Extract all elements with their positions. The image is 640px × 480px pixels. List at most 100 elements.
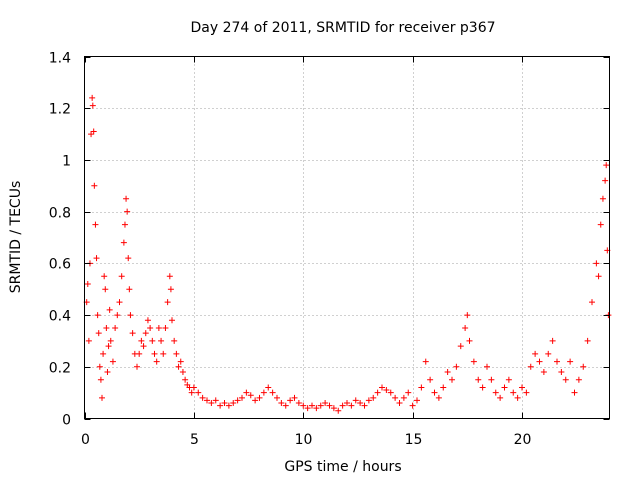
- data-point: [217, 402, 224, 409]
- data-point: [118, 273, 125, 280]
- data-point: [396, 399, 403, 406]
- data-point: [488, 376, 495, 383]
- y-tick-label: 0: [62, 413, 71, 429]
- data-point: [208, 399, 215, 406]
- data-point: [212, 397, 219, 404]
- data-point: [265, 384, 272, 391]
- data-point: [114, 312, 121, 319]
- data-point: [575, 376, 582, 383]
- data-point: [435, 394, 442, 401]
- data-point: [97, 376, 104, 383]
- data-point: [361, 402, 368, 409]
- data-point: [167, 286, 174, 293]
- data-point: [313, 405, 320, 412]
- data-point: [344, 399, 350, 406]
- data-point: [536, 358, 543, 365]
- data-point: [444, 368, 451, 375]
- data-point: [94, 312, 101, 319]
- data-point: [287, 397, 294, 404]
- data-point: [107, 337, 114, 344]
- data-point: [252, 397, 259, 404]
- data-point: [514, 394, 521, 401]
- data-point: [558, 368, 565, 375]
- data-point: [269, 389, 276, 396]
- data-point: [151, 350, 158, 357]
- data-point: [99, 394, 105, 401]
- data-point: [449, 376, 455, 383]
- data-point: [440, 384, 447, 391]
- data-point: [462, 325, 469, 331]
- data-point: [595, 273, 602, 280]
- data-point: [304, 405, 311, 412]
- data-point: [182, 376, 189, 383]
- data-point: [109, 358, 116, 365]
- data-point: [602, 177, 609, 184]
- data-point: [322, 399, 329, 406]
- data-point: [466, 337, 473, 344]
- data-point: [532, 350, 539, 357]
- data-point: [453, 363, 460, 370]
- data-point: [116, 299, 123, 306]
- data-point: [225, 402, 232, 409]
- x-tick-label: 15: [405, 432, 423, 448]
- data-point: [309, 402, 315, 409]
- data-point: [85, 337, 92, 344]
- data-point: [597, 221, 604, 228]
- data-point: [523, 389, 530, 396]
- chart-title: Day 274 of 2011, SRMTID for receiver p36…: [190, 20, 495, 36]
- data-point: [571, 389, 578, 396]
- data-point: [365, 397, 372, 404]
- data-point: [243, 389, 250, 396]
- data-point: [247, 392, 254, 399]
- data-point: [603, 162, 610, 169]
- data-point: [256, 394, 263, 401]
- data-point: [418, 384, 425, 391]
- plot-frame: [84, 56, 610, 419]
- data-point: [104, 368, 111, 375]
- data-point: [230, 399, 237, 406]
- data-point: [195, 389, 202, 396]
- data-point: [125, 255, 132, 262]
- data-point: [123, 195, 130, 202]
- data-point: [138, 337, 145, 344]
- data-point: [88, 131, 95, 138]
- data-point: [95, 330, 102, 337]
- data-point: [352, 397, 359, 404]
- grid: [84, 56, 610, 419]
- data-point: [136, 350, 143, 357]
- data-point: [422, 358, 429, 365]
- data-point: [370, 394, 377, 401]
- data-point: [464, 312, 471, 319]
- data-point: [405, 389, 412, 396]
- data-point: [121, 221, 128, 228]
- data-point: [291, 394, 298, 401]
- x-tick-label: 10: [295, 432, 313, 448]
- data-point: [593, 260, 600, 267]
- y-tick-label: 0.2: [49, 361, 71, 377]
- data-point: [96, 363, 103, 370]
- data-point: [554, 358, 560, 365]
- data-point: [199, 394, 206, 401]
- data-point: [409, 402, 416, 409]
- data-point: [295, 399, 302, 406]
- data-point: [100, 350, 107, 357]
- data-point: [92, 221, 99, 228]
- y-tick-label: 0.8: [49, 206, 71, 222]
- data-point: [84, 281, 91, 288]
- data-point: [317, 402, 324, 409]
- data-point: [171, 337, 178, 344]
- data-point: [414, 397, 420, 404]
- data-point: [234, 397, 241, 404]
- data-point: [89, 94, 96, 101]
- data-point: [300, 402, 307, 409]
- data-point: [142, 330, 149, 337]
- data-point: [164, 299, 171, 306]
- data-point: [501, 384, 508, 391]
- data-point: [400, 394, 407, 401]
- data-point: [431, 389, 438, 396]
- y-tick-label: 1.4: [49, 51, 71, 67]
- data-point: [540, 368, 547, 375]
- data-point: [470, 358, 477, 365]
- data-point: [162, 325, 169, 331]
- data-point: [584, 337, 591, 344]
